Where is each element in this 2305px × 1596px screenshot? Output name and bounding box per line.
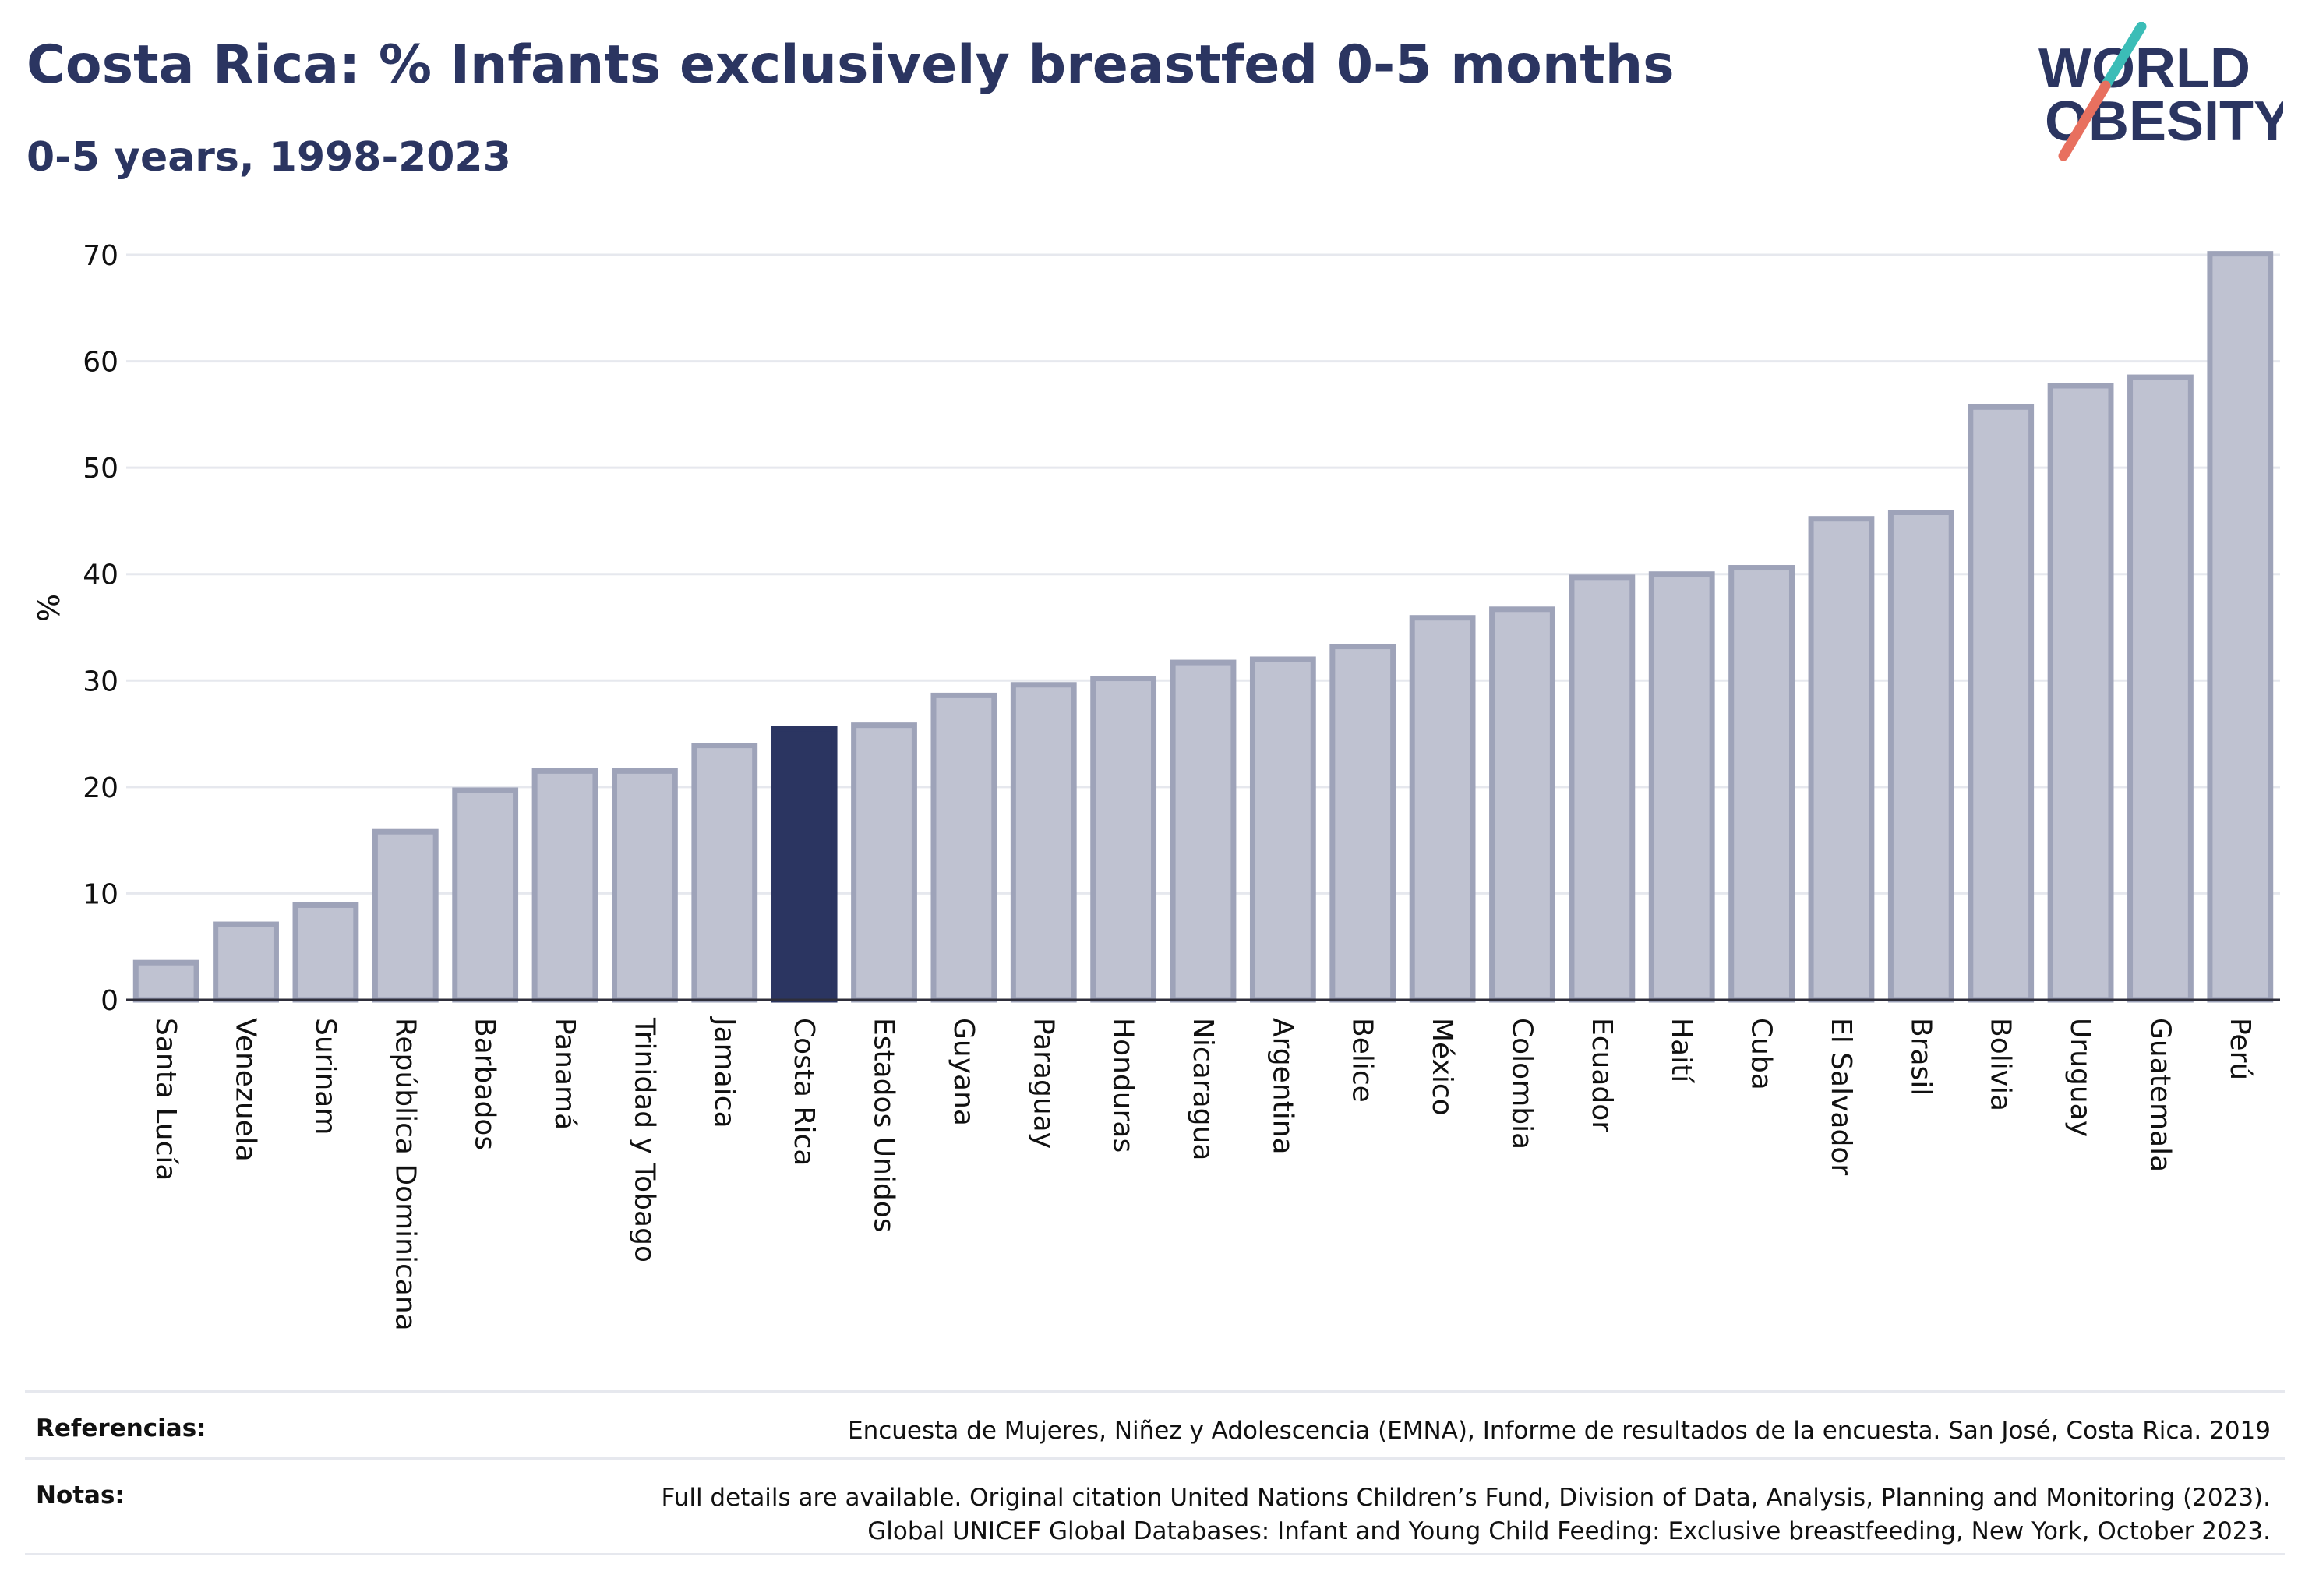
bar-méxico[interactable] bbox=[1409, 615, 1476, 1003]
x-tick-label: Ecuador bbox=[1586, 1018, 1618, 1132]
y-tick-label: 50 bbox=[83, 453, 118, 485]
x-tick-label: Guatemala bbox=[2144, 1018, 2176, 1172]
chart-subtitle: 0-5 years, 1998-2023 bbox=[26, 134, 511, 181]
x-tick-label: Bolivia bbox=[1985, 1018, 2017, 1111]
bar-república-dominicana[interactable] bbox=[372, 828, 439, 1003]
y-tick-label: 40 bbox=[83, 560, 118, 591]
world-obesity-logo: WORLD OBESITY bbox=[2038, 22, 2283, 161]
chart-title: Costa Rica: % Infants exclusively breast… bbox=[26, 34, 1675, 96]
bar-nicaragua[interactable] bbox=[1170, 659, 1237, 1003]
logo-slash-teal bbox=[2100, 22, 2147, 91]
bar-uruguay[interactable] bbox=[2047, 383, 2114, 1003]
x-tick-label: Honduras bbox=[1107, 1018, 1139, 1153]
x-tick-label: Venezuela bbox=[230, 1018, 262, 1162]
x-tick-label: Belice bbox=[1347, 1018, 1378, 1103]
bar-cuba[interactable] bbox=[1728, 565, 1795, 1003]
bar-honduras[interactable] bbox=[1090, 676, 1157, 1003]
x-tick-label: Barbados bbox=[469, 1018, 501, 1150]
x-tick-label: Estados Unidos bbox=[868, 1018, 900, 1233]
bar-el-salvador[interactable] bbox=[1808, 516, 1875, 1003]
y-tick-label: 60 bbox=[83, 347, 118, 379]
x-tick-label: Santa Lucía bbox=[150, 1018, 182, 1181]
bar-guyana[interactable] bbox=[930, 692, 997, 1003]
references-line: Encuesta de Mujeres, Niñez y Adolescenci… bbox=[847, 1417, 2271, 1445]
bar-costa-rica[interactable] bbox=[771, 726, 838, 1003]
references-row: Referencias: Encuesta de Mujeres, Niñez … bbox=[25, 1390, 2285, 1457]
bars bbox=[132, 251, 2274, 1003]
x-tick-label: Trinidad y Tobago bbox=[628, 1017, 660, 1262]
logo-word-world: WORLD bbox=[2038, 37, 2250, 100]
bar-jamaica[interactable] bbox=[691, 743, 758, 1003]
x-tick-label: Costa Rica bbox=[788, 1018, 820, 1166]
bar-argentina[interactable] bbox=[1249, 656, 1316, 1003]
x-tick-label: Jamaica bbox=[708, 1016, 740, 1128]
x-tick-label: Nicaragua bbox=[1187, 1018, 1219, 1160]
bar-trinidad-y-tobago[interactable] bbox=[612, 768, 678, 1003]
x-tick-label: Perú bbox=[2224, 1018, 2256, 1080]
bar-ecuador[interactable] bbox=[1569, 574, 1636, 1003]
notes-line-1: Full details are available. Original cit… bbox=[661, 1484, 2271, 1512]
bar-perú[interactable] bbox=[2207, 251, 2274, 1003]
x-tick-label: Argentina bbox=[1266, 1018, 1298, 1155]
bar-barbados[interactable] bbox=[452, 787, 519, 1003]
bar-paraguay[interactable] bbox=[1010, 682, 1077, 1003]
y-axis-label: % bbox=[32, 594, 66, 622]
bar-panamá[interactable] bbox=[531, 768, 598, 1003]
chart-footer: Referencias: Encuesta de Mujeres, Niñez … bbox=[25, 1390, 2285, 1555]
x-tick-label: El Salvador bbox=[1825, 1018, 1857, 1175]
notes-text: Full details are available. Original cit… bbox=[662, 1481, 2285, 1548]
y-tick-label: 70 bbox=[83, 240, 118, 272]
y-tick-label: 30 bbox=[83, 666, 118, 697]
x-tick-label: Surinam bbox=[309, 1018, 341, 1135]
y-tick-labels: 0 10 20 30 40 50 60 70 bbox=[83, 240, 118, 1017]
bar-santa-lucía[interactable] bbox=[132, 959, 199, 1003]
x-tick-label: Uruguay bbox=[2064, 1018, 2096, 1137]
notes-row: Notas: Full details are available. Origi… bbox=[25, 1457, 2285, 1555]
bar-estados-unidos[interactable] bbox=[851, 722, 917, 1003]
x-tick-label: Haití bbox=[1665, 1018, 1697, 1083]
x-tick-label: Guyana bbox=[948, 1018, 980, 1126]
bar-surinam[interactable] bbox=[292, 902, 359, 1003]
bar-bolivia[interactable] bbox=[1968, 404, 2035, 1003]
x-tick-label: Brasil bbox=[1904, 1018, 1936, 1096]
y-tick-label: 10 bbox=[83, 878, 118, 910]
bar-guatemala[interactable] bbox=[2127, 374, 2194, 1003]
x-tick-label: Colombia bbox=[1505, 1018, 1537, 1149]
references-text: Encuesta de Mujeres, Niñez y Adolescenci… bbox=[848, 1414, 2285, 1448]
bar-haití[interactable] bbox=[1648, 571, 1715, 1003]
logo-slash-coral bbox=[2058, 80, 2111, 161]
bar-colombia[interactable] bbox=[1489, 606, 1555, 1003]
x-tick-label: Paraguay bbox=[1027, 1018, 1059, 1149]
x-tick-label: Panamá bbox=[549, 1018, 581, 1130]
bar-venezuela[interactable] bbox=[213, 921, 279, 1003]
notes-line-2: Global UNICEF Global Databases: Infant a… bbox=[867, 1517, 2271, 1545]
y-tick-label: 20 bbox=[83, 772, 118, 804]
notes-label: Notas: bbox=[36, 1481, 125, 1509]
x-tick-label: Cuba bbox=[1746, 1018, 1777, 1090]
x-tick-label: República Dominicana bbox=[389, 1018, 421, 1331]
x-tick-labels: Santa Lucía Venezuela Surinam República Dom… bbox=[150, 1016, 2256, 1331]
references-label: Referencias: bbox=[36, 1414, 206, 1442]
y-tick-label: 0 bbox=[101, 985, 118, 1017]
bar-belice[interactable] bbox=[1329, 644, 1396, 1003]
x-tick-label: México bbox=[1426, 1018, 1458, 1116]
bar-brasil[interactable] bbox=[1887, 510, 1954, 1003]
